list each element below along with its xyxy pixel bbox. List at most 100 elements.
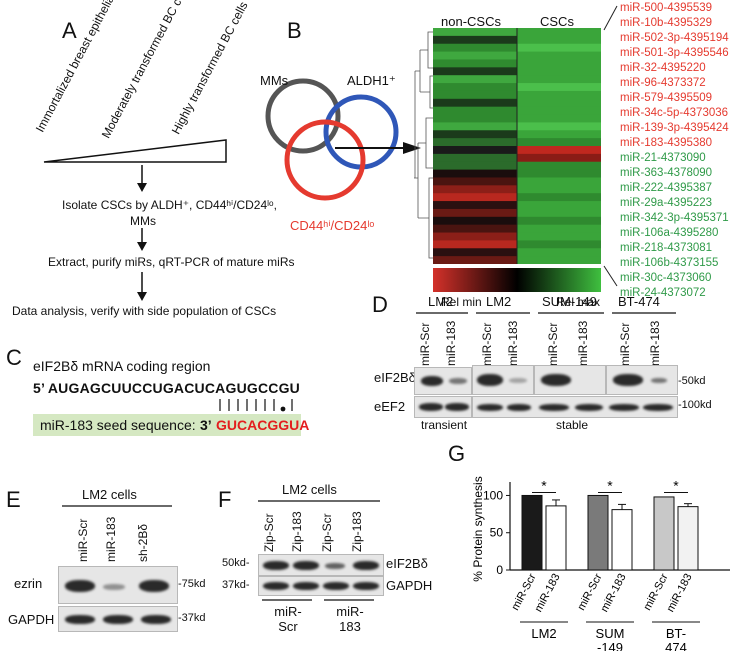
heatmap-cell <box>433 185 517 194</box>
heatmap-cell <box>517 146 601 155</box>
panel-e-label: E <box>6 487 21 512</box>
heatmap-cell <box>517 240 601 249</box>
blot-d-group-2: LM2 <box>486 294 512 309</box>
blot-d-eif2bd-sum149 <box>534 365 606 395</box>
list-item: miR-106b-4373155 <box>620 257 719 269</box>
heatmap-col-cscs: CSCs <box>540 14 574 29</box>
list-item: miR-222-4395387 <box>620 182 713 194</box>
lane-label: miR-Scr <box>546 322 560 366</box>
blot-row-label-eif2bd: eIF2Bδ <box>386 556 428 571</box>
blot-f-group-1: miR- Scr <box>274 604 302 634</box>
lane-label: miR-Scr <box>76 518 90 562</box>
heatmap-cell <box>517 153 601 163</box>
significance-star: * <box>541 477 547 493</box>
heatmap-cell <box>517 114 601 123</box>
blot-f-group-2: miR- 183 <box>336 604 364 634</box>
heatmap-cell <box>517 193 601 202</box>
blot-d-eif2bd-lm2-transient <box>414 367 472 395</box>
heatmap-cell <box>433 130 517 139</box>
heatmap-cell <box>517 216 601 226</box>
blot-row-label-eef2: eEF2 <box>374 399 406 414</box>
bar <box>611 509 633 571</box>
lane-label: miR-183 <box>648 320 662 366</box>
heatmap-cell <box>433 153 517 163</box>
heatmap-cell <box>433 59 517 68</box>
lane-label: Zip-183 <box>290 511 304 552</box>
venn-label-aldh: ALDH1⁺ <box>347 73 396 88</box>
blot-d-eif2bd-bt474 <box>606 365 678 395</box>
heatmap-cell <box>517 169 601 178</box>
mw-marker-75kd: -75kd <box>178 578 206 590</box>
y-axis-label: % Protein synthesis <box>471 476 485 581</box>
arrow-down-icon <box>137 228 147 251</box>
panel-g-label: G <box>448 441 466 466</box>
bar <box>587 494 609 571</box>
blot-row-label-eif2bd: eIF2Bδ <box>374 370 416 385</box>
lane-label: sh-2Bδ <box>136 523 150 562</box>
heatmap-cell <box>517 35 601 45</box>
group-label: -149 <box>597 640 623 651</box>
heatmap-cell <box>433 216 517 226</box>
blot-f-eif2bd <box>258 554 384 576</box>
blot-e-ezrin <box>58 566 178 604</box>
heatmap-cell <box>433 83 517 92</box>
heatmap-cell <box>433 161 517 171</box>
heatmap-cell <box>517 59 601 68</box>
bar <box>521 494 543 571</box>
lane-label: miR-183 <box>506 320 520 366</box>
heatmap-cell <box>517 67 601 76</box>
heatmap-cell <box>517 224 601 234</box>
wedge-label-moderate: Moderately transformed BC cells <box>98 0 193 141</box>
bar <box>653 496 675 571</box>
list-item: miR-501-3p-4395546 <box>620 47 729 59</box>
lane-label: miR-Scr <box>618 322 632 366</box>
panel-b-label: B <box>287 18 302 43</box>
blot-d-eef2-stable <box>472 396 678 418</box>
heatmap-cell <box>433 90 517 100</box>
list-item: miR-106a-4395280 <box>620 227 719 239</box>
list-item: miR-29a-4395223 <box>620 197 713 209</box>
list-item: miR-183-4395380 <box>620 137 713 149</box>
blot-f-title-line <box>258 500 380 502</box>
blot-d-group-lines <box>416 312 676 314</box>
heatmap-cell <box>433 201 517 210</box>
heatmap-cell <box>433 193 517 202</box>
list-item: miR-32-4395220 <box>620 62 706 74</box>
panel-a-label: A <box>62 18 77 43</box>
heatmap-cell <box>433 146 517 155</box>
list-item: miR-139-3p-4395424 <box>620 122 729 134</box>
step-isolate-mms: MMs <box>130 214 156 228</box>
lane-label: Zip-Scr <box>320 513 334 552</box>
list-item: miR-500-4395539 <box>620 2 713 14</box>
blot-row-label-gapdh: GAPDH <box>386 578 433 593</box>
mir-list-red: miR-500-4395539 miR-10b-4395329 miR-502-… <box>620 1 729 151</box>
blot-d-eef2-lm2-transient <box>414 396 472 418</box>
lane-label: miR-Scr <box>480 322 494 366</box>
heatmap-cell <box>517 83 601 92</box>
heatmap-cell <box>517 161 601 171</box>
list-item: miR-30c-4373060 <box>620 272 712 284</box>
lane-label: Zip-Scr <box>262 513 276 552</box>
scale-min-label: Rel min <box>441 295 482 309</box>
heatmap-cell <box>433 35 517 45</box>
y-tick-label: 50 <box>490 526 504 540</box>
heatmap-cell <box>433 51 517 60</box>
blot-d-group-4: BT-474 <box>618 294 660 309</box>
heatmap-cell <box>433 224 517 234</box>
seed-3prime: 3’ <box>200 417 212 433</box>
heatmap-cell <box>433 240 517 249</box>
y-tick-label: 0 <box>496 563 503 577</box>
blot-row-label-ezrin: ezrin <box>14 576 43 591</box>
heatmap-cell <box>517 90 601 100</box>
mrna-sequence: 5’ AUGAGCUUCCUGACUCAGUGCCGU <box>33 380 300 396</box>
heatmap-cell <box>433 98 517 108</box>
blot-d-footer-transient: transient <box>421 418 468 432</box>
heatmap-cell <box>433 177 517 186</box>
group-label: SUM <box>596 626 625 641</box>
list-item: miR-34c-5p-4373036 <box>620 107 729 119</box>
list-item: miR-21-4373090 <box>620 152 706 164</box>
wedge-label-high: Highly transformed BC cells <box>168 0 251 137</box>
seed-sequence-label: miR-183 seed sequence: <box>40 417 196 433</box>
blot-d-eif2bd-lm2-stable <box>472 365 534 395</box>
